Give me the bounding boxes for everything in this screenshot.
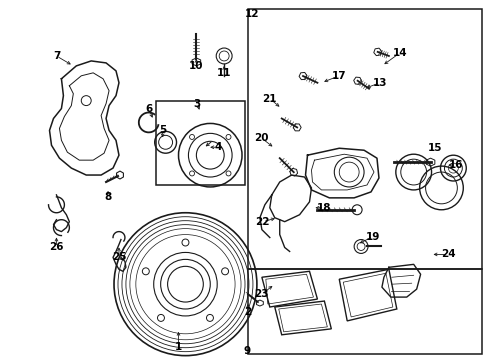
Text: 26: 26: [49, 243, 63, 252]
Text: 25: 25: [111, 252, 126, 262]
Text: 17: 17: [331, 71, 346, 81]
Text: 11: 11: [217, 68, 231, 78]
Text: 18: 18: [317, 203, 331, 213]
Text: 23: 23: [254, 289, 268, 299]
Text: 16: 16: [448, 160, 463, 170]
Text: 5: 5: [159, 125, 166, 135]
Bar: [247, 9, 481, 269]
Text: 21: 21: [262, 94, 277, 104]
Text: 24: 24: [440, 249, 455, 260]
Text: 13: 13: [372, 78, 386, 88]
Text: 22: 22: [255, 217, 269, 227]
Text: 19: 19: [365, 231, 379, 242]
Text: 20: 20: [254, 133, 268, 143]
Text: 8: 8: [104, 192, 111, 202]
Bar: [247, 269, 481, 354]
Text: 6: 6: [145, 104, 152, 113]
Text: 2: 2: [244, 307, 251, 317]
Text: 15: 15: [427, 143, 442, 153]
Text: 4: 4: [214, 142, 222, 152]
Bar: [155, 100, 244, 185]
Text: 7: 7: [53, 51, 60, 61]
Text: 1: 1: [175, 342, 182, 352]
Text: 14: 14: [392, 48, 407, 58]
Text: 3: 3: [193, 99, 201, 109]
Text: 9: 9: [243, 346, 250, 356]
Text: 12: 12: [244, 9, 259, 19]
Text: 10: 10: [189, 61, 203, 71]
